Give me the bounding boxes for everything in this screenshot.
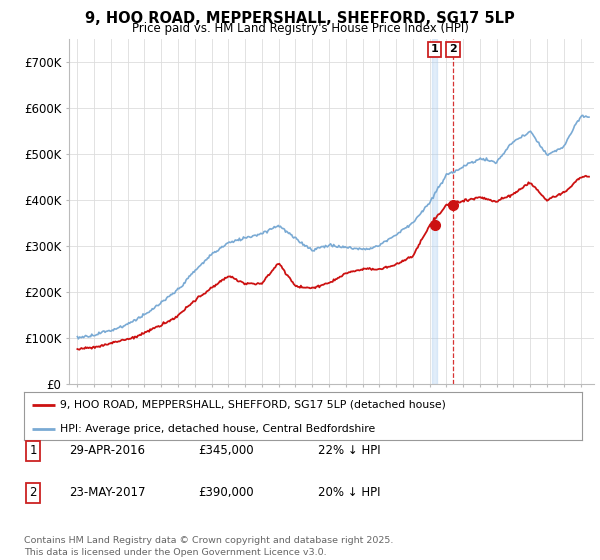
Bar [432, 39, 437, 384]
Text: 9, HOO ROAD, MEPPERSHALL, SHEFFORD, SG17 5LP (detached house): 9, HOO ROAD, MEPPERSHALL, SHEFFORD, SG17… [60, 400, 446, 410]
Text: 9, HOO ROAD, MEPPERSHALL, SHEFFORD, SG17 5LP: 9, HOO ROAD, MEPPERSHALL, SHEFFORD, SG17… [85, 11, 515, 26]
Text: £390,000: £390,000 [198, 486, 254, 500]
Text: 22% ↓ HPI: 22% ↓ HPI [318, 444, 380, 458]
Text: 1: 1 [29, 444, 37, 458]
Text: 1: 1 [431, 44, 439, 54]
Text: 23-MAY-2017: 23-MAY-2017 [69, 486, 146, 500]
Text: 20% ↓ HPI: 20% ↓ HPI [318, 486, 380, 500]
Text: 2: 2 [449, 44, 457, 54]
Text: HPI: Average price, detached house, Central Bedfordshire: HPI: Average price, detached house, Cent… [60, 424, 376, 433]
Text: 2: 2 [29, 486, 37, 500]
Text: 29-APR-2016: 29-APR-2016 [69, 444, 145, 458]
Text: £345,000: £345,000 [198, 444, 254, 458]
Text: Contains HM Land Registry data © Crown copyright and database right 2025.
This d: Contains HM Land Registry data © Crown c… [24, 536, 394, 557]
Text: Price paid vs. HM Land Registry's House Price Index (HPI): Price paid vs. HM Land Registry's House … [131, 22, 469, 35]
